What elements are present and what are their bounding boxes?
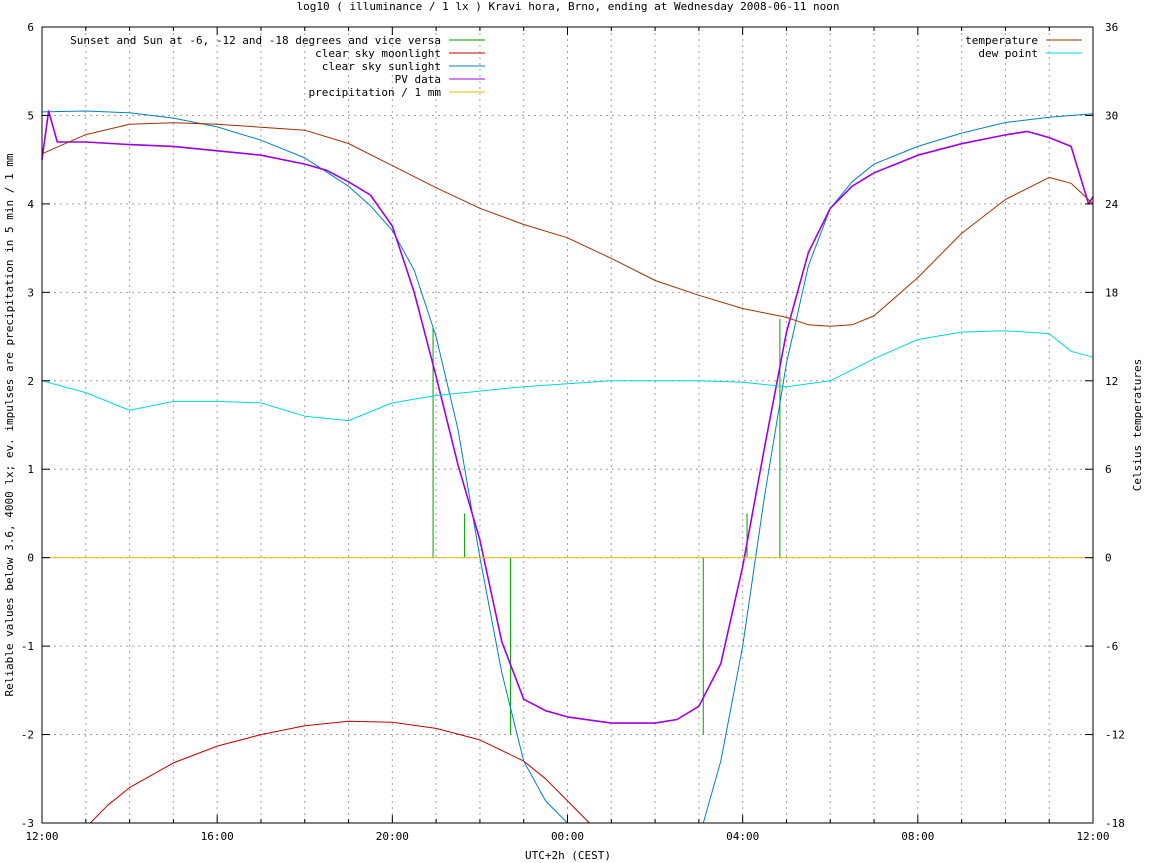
grid bbox=[42, 27, 1093, 823]
legend-label-moon: clear sky moonlight bbox=[315, 47, 441, 60]
y-tick-label: -3 bbox=[21, 817, 34, 830]
legend-label-pv: PV data bbox=[395, 73, 441, 86]
y-tick-label: 2 bbox=[27, 375, 34, 388]
y2-tick-label: -18 bbox=[1105, 817, 1125, 830]
y-tick-label: 4 bbox=[27, 198, 34, 211]
y2-tick-label: -6 bbox=[1105, 640, 1118, 653]
series-line-dew bbox=[41, 330, 1094, 422]
x-tick-label: 08:00 bbox=[901, 830, 934, 843]
y2-tick-label: 6 bbox=[1105, 463, 1112, 476]
axis-ticks: -3 -18 -2 -12 -1 -6 0 0 1 6 2 12 3 18 4 24 5 30 6 36 12:00 16… bbox=[21, 21, 1125, 843]
series-line-pv bbox=[41, 110, 1094, 724]
y2-tick-label: 36 bbox=[1105, 21, 1118, 34]
y-tick-label: 5 bbox=[27, 109, 34, 122]
y2-tick-label: 18 bbox=[1105, 286, 1118, 299]
chart-title: log10 ( illuminance / 1 lx ) Kravi hora,… bbox=[296, 0, 839, 13]
series-layer bbox=[41, 110, 1094, 824]
x-tick-label: 12:00 bbox=[1076, 830, 1109, 843]
y-tick-label: 0 bbox=[27, 552, 34, 565]
y-tick-label: 3 bbox=[27, 286, 34, 299]
x-tick-label: 12:00 bbox=[25, 830, 58, 843]
y-axis-label: Reliable values below 3.6, 4000 lx; ev. … bbox=[3, 153, 16, 696]
y-tick-label: 1 bbox=[27, 463, 34, 476]
x-axis-label: UTC+2h (CEST) bbox=[525, 849, 611, 862]
y2-axis-label: Celsius temperatures bbox=[1131, 359, 1144, 491]
y2-tick-label: 24 bbox=[1105, 198, 1119, 211]
legend-label-temp: temperature bbox=[965, 34, 1038, 47]
x-tick-label: 20:00 bbox=[376, 830, 409, 843]
y2-tick-label: 0 bbox=[1105, 552, 1112, 565]
legend: Sunset and Sun at -6, -12 and -18 degree… bbox=[70, 34, 1082, 99]
y2-tick-label: 12 bbox=[1105, 375, 1118, 388]
y-tick-label: -2 bbox=[21, 729, 34, 742]
y-tick-label: -1 bbox=[21, 640, 34, 653]
x-tick-label: 00:00 bbox=[551, 830, 584, 843]
legend-label-precip: precipitation / 1 mm bbox=[309, 86, 442, 99]
legend-label-sun: clear sky sunlight bbox=[322, 60, 441, 73]
x-tick-label: 04:00 bbox=[726, 830, 759, 843]
y-tick-label: 6 bbox=[27, 21, 34, 34]
y2-tick-label: -12 bbox=[1105, 729, 1125, 742]
legend-label-dew: dew point bbox=[978, 47, 1038, 60]
series-line-sun bbox=[41, 110, 1094, 824]
series-line-moon bbox=[89, 720, 590, 824]
y2-tick-label: 30 bbox=[1105, 109, 1118, 122]
legend-label-sunset: Sunset and Sun at -6, -12 and -18 degree… bbox=[70, 34, 441, 47]
x-tick-label: 16:00 bbox=[201, 830, 234, 843]
series-line-temp bbox=[41, 122, 1094, 327]
